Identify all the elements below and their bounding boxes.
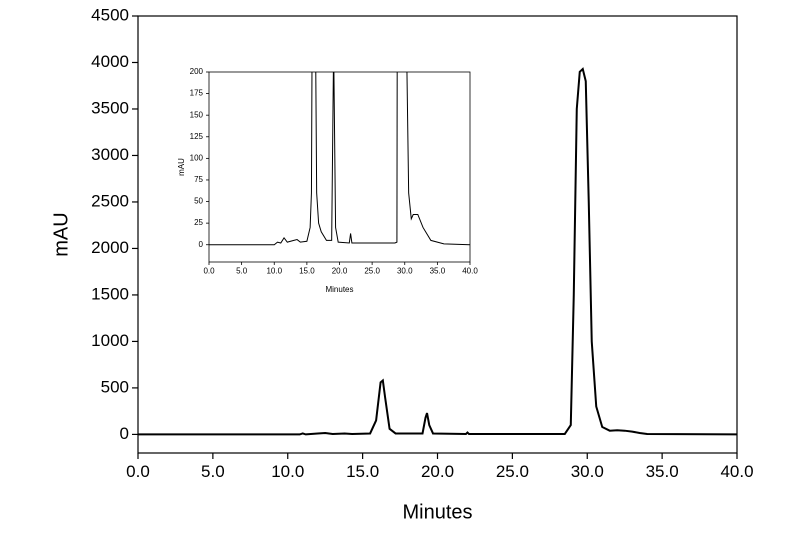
x-tick-label: 40.0 bbox=[720, 462, 753, 481]
y-tick-label: 0 bbox=[199, 240, 204, 249]
x-tick-label: 30.0 bbox=[571, 462, 604, 481]
plot-frame bbox=[208, 71, 471, 263]
x-tick-label: 10.0 bbox=[271, 462, 304, 481]
y-tick-label: 1500 bbox=[91, 284, 129, 303]
x-tick-label: 0.0 bbox=[126, 462, 150, 481]
y-tick-label: 25 bbox=[194, 218, 203, 227]
chromatogram-line bbox=[209, 72, 470, 246]
y-tick-label: 175 bbox=[190, 89, 204, 98]
y-tick-label: 0 bbox=[120, 424, 129, 443]
x-tick-label: 5.0 bbox=[201, 462, 225, 481]
y-tick-label: 125 bbox=[190, 132, 204, 141]
y-tick-label: 100 bbox=[190, 153, 204, 162]
y-tick-label: 75 bbox=[194, 175, 203, 184]
y-axis-title: mAU bbox=[177, 158, 186, 176]
x-tick-label: 15.0 bbox=[346, 462, 379, 481]
chromatogram-line bbox=[138, 67, 737, 436]
x-tick-label: 30.0 bbox=[397, 267, 413, 276]
x-tick-label: 20.0 bbox=[332, 267, 348, 276]
y-tick-label: 3500 bbox=[91, 98, 129, 117]
y-tick-label: 500 bbox=[101, 377, 129, 396]
x-tick-label: 25.0 bbox=[496, 462, 529, 481]
x-tick-label: 10.0 bbox=[266, 267, 282, 276]
y-tick-label: 2500 bbox=[91, 191, 129, 210]
x-tick-label: 0.0 bbox=[203, 267, 215, 276]
y-tick-label: 2000 bbox=[91, 238, 129, 257]
x-tick-label: 5.0 bbox=[236, 267, 248, 276]
x-axis-title: Minutes bbox=[402, 501, 472, 523]
x-axis-title: Minutes bbox=[325, 285, 353, 294]
y-axis-title: mAU bbox=[50, 212, 72, 256]
x-tick-label: 35.0 bbox=[430, 267, 446, 276]
x-tick-label: 15.0 bbox=[299, 267, 315, 276]
y-tick-label: 4000 bbox=[91, 52, 129, 71]
y-tick-label: 150 bbox=[190, 110, 204, 119]
x-tick-label: 25.0 bbox=[364, 267, 380, 276]
y-tick-label: 4500 bbox=[91, 5, 129, 24]
y-tick-label: 50 bbox=[194, 197, 203, 206]
y-tick-label: 1000 bbox=[91, 331, 129, 350]
y-tick-label: 200 bbox=[190, 67, 204, 76]
x-tick-label: 20.0 bbox=[421, 462, 454, 481]
x-tick-label: 40.0 bbox=[462, 267, 478, 276]
y-tick-label: 3000 bbox=[91, 145, 129, 164]
x-tick-label: 35.0 bbox=[646, 462, 679, 481]
